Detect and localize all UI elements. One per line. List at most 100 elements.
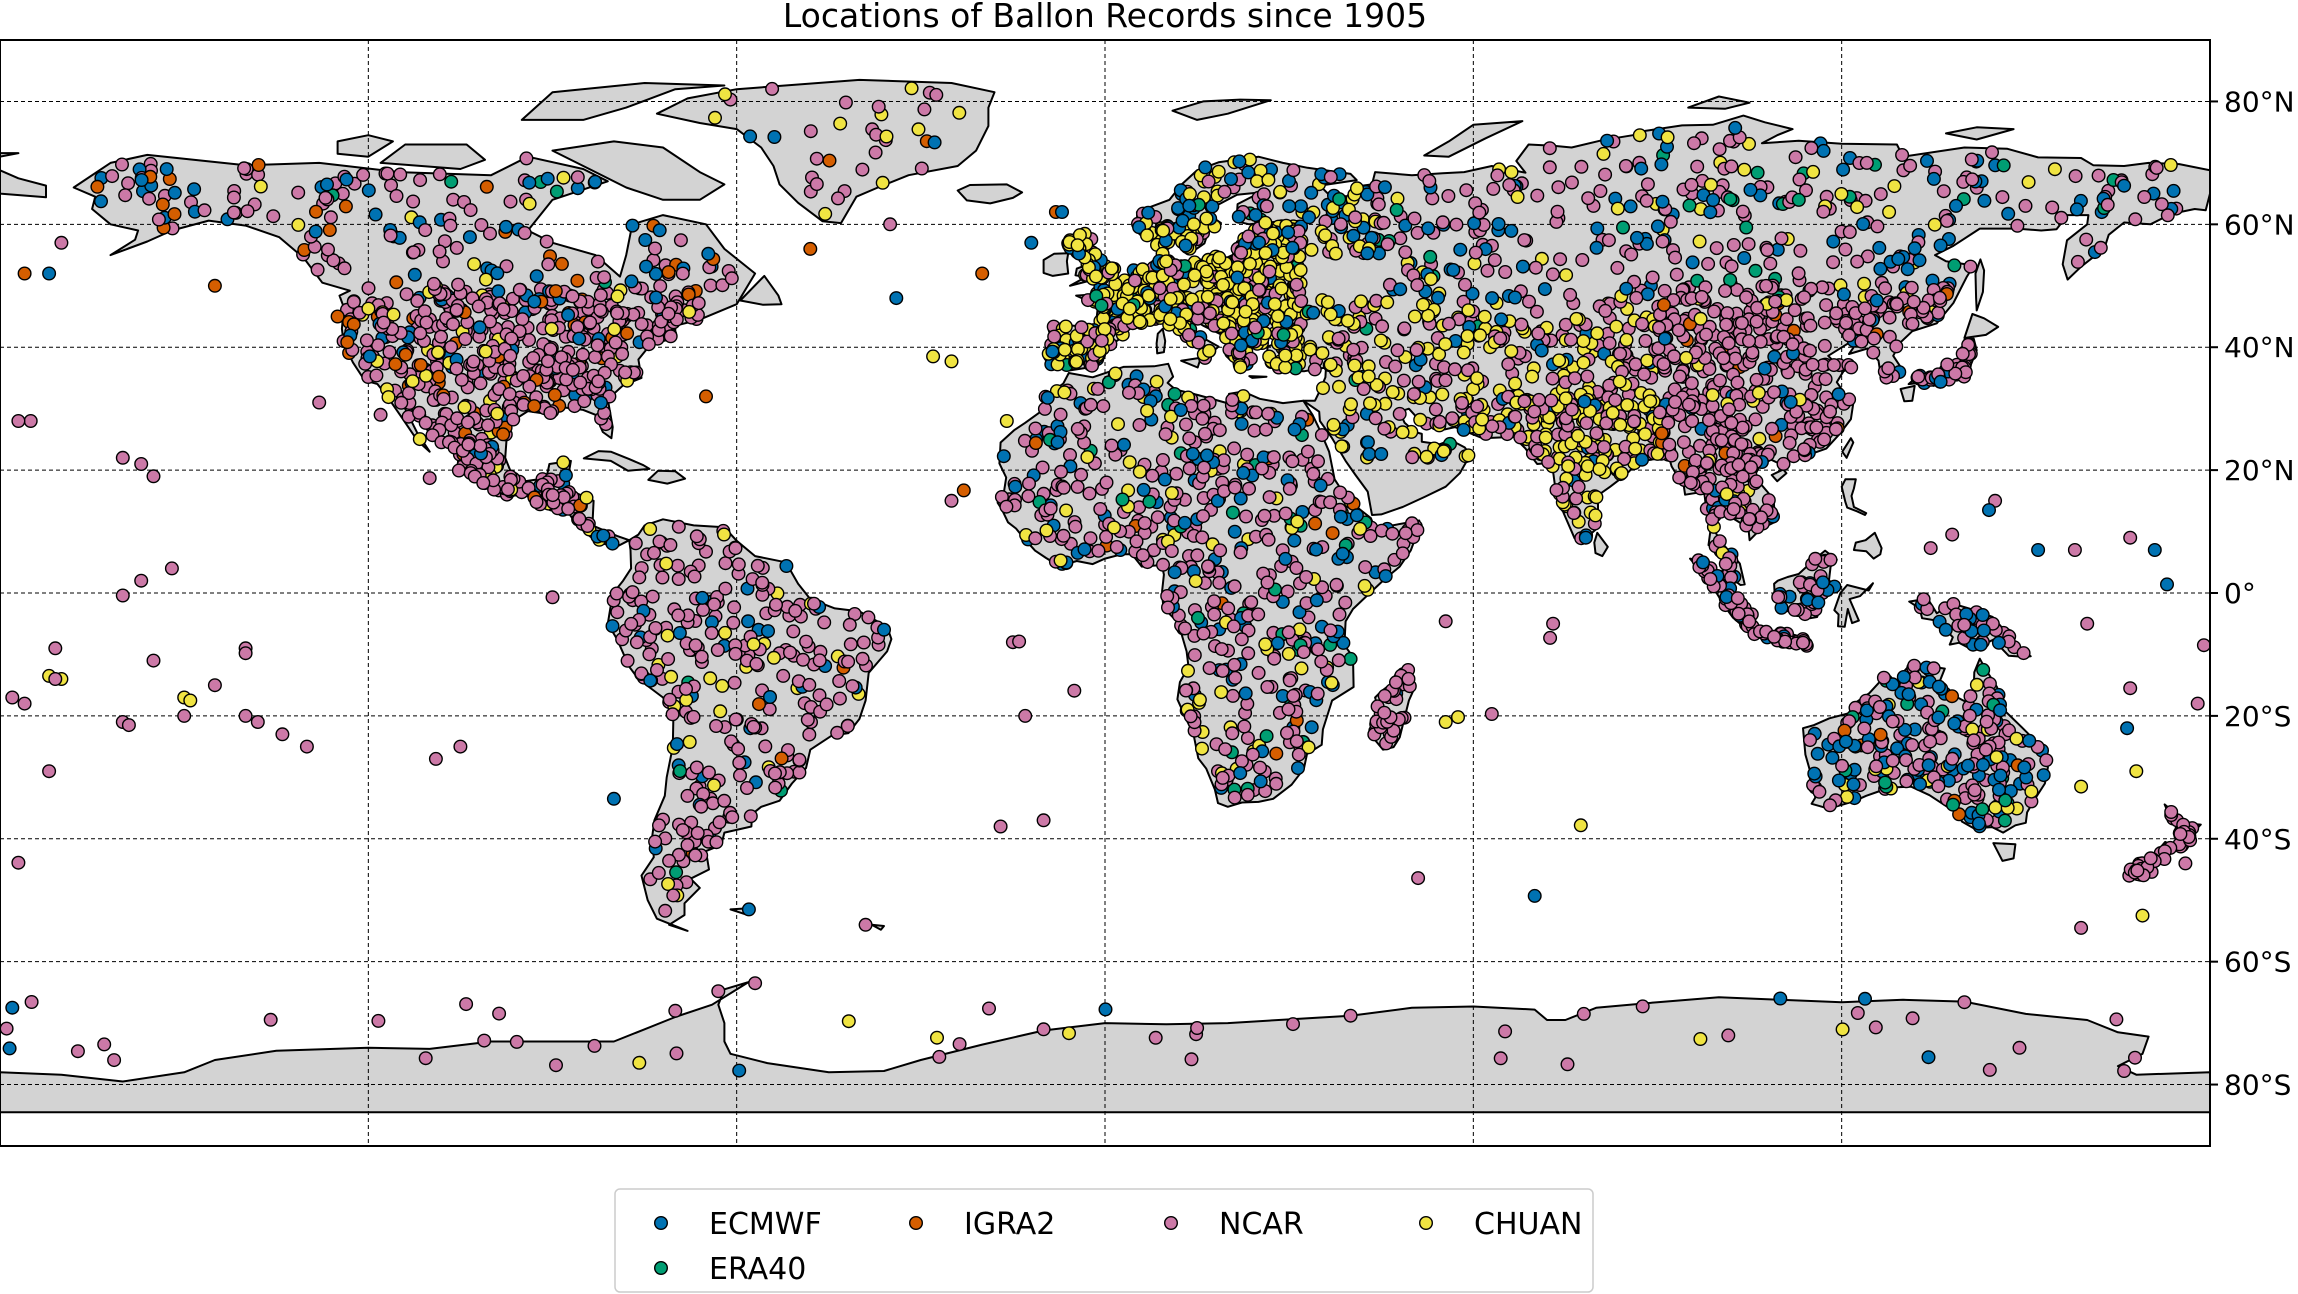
station-point-ncar [1392,406,1407,421]
station-point-chuan [1334,439,1349,454]
station-point-ncar [932,1049,947,1064]
station-point-ncar [1759,278,1774,293]
station-point-ncar [671,519,686,534]
station-point-ncar [1793,243,1808,258]
station-point-igra2 [699,389,714,404]
station-point-chuan [1301,740,1316,755]
station-point-ncar [2074,920,2089,935]
station-point-ncar [1657,283,1672,298]
station-point-ncar [1195,530,1210,545]
station-point-ecmwf [1313,478,1328,493]
station-point-ncar [1286,688,1301,703]
landmass-banks-island [336,134,394,158]
station-point-ncar [1684,376,1699,391]
station-point-ncar [503,194,518,209]
station-point-ncar [565,289,580,304]
station-point-ncar [1181,327,1196,342]
station-point-ncar [1260,575,1275,590]
station-point-chuan [1132,464,1147,479]
station-point-ncar [575,347,590,362]
station-point-chuan [457,400,472,415]
station-point-ncar [1299,570,1314,585]
station-point-ncar [1939,213,1954,228]
station-point-ecmwf [1869,293,1884,308]
station-point-igra2 [398,347,413,362]
legend-marker-ncar [1163,1215,1178,1230]
station-point-ncar [432,244,447,259]
station-point-ecmwf [462,230,477,245]
station-point-ncar [2143,851,2158,866]
station-point-ncar [1397,321,1412,336]
station-point-ecmwf [527,294,542,309]
station-point-ecmwf [996,449,1011,464]
station-point-ncar [436,392,451,407]
station-point-chuan [1806,164,1821,179]
station-point-ncar [1726,502,1741,517]
station-point-ecmwf [889,291,904,306]
landmass-cuba [582,450,651,472]
station-point-ncar [715,278,730,293]
station-point-ncar [634,666,649,681]
station-point-ncar [1067,683,1082,698]
station-point-igra2 [388,357,403,372]
station-point-ncar [1749,314,1764,329]
station-point-ecmwf [1008,479,1023,494]
station-point-ncar [1056,480,1071,495]
station-point-ncar [1868,1020,1883,1035]
station-point-ncar [359,333,374,348]
station-point-ncar [1195,509,1210,524]
station-point-ncar [1074,467,1089,482]
station-point-ecmwf [695,590,710,605]
station-point-ncar [1802,343,1817,358]
station-point-ncar [1601,233,1616,248]
station-point-era40 [1947,258,1962,273]
station-point-ncar [855,162,870,177]
station-point-chuan [1323,357,1338,372]
station-point-ncar [1091,543,1106,558]
station-point-ncar [1731,606,1746,621]
station-point-ecmwf [1846,777,1861,792]
station-point-ecmwf [1773,991,1788,1006]
station-point-ncar [1289,561,1304,576]
station-point-ncar [666,888,681,903]
lat-tick-label: 0° [2224,577,2256,610]
station-point-ncar [2109,1012,2124,1027]
station-point-chuan [911,122,926,137]
station-point-ncar [1187,648,1202,663]
station-point-ecmwf [1230,270,1245,285]
station-point-ncar [1995,190,2010,205]
station-point-ncar [679,681,694,696]
station-point-era40 [1723,192,1738,207]
station-point-ecmwf [1374,447,1389,462]
station-point-ecmwf [1743,182,1758,197]
station-point-chuan [660,628,675,643]
station-point-ncar [42,764,57,779]
station-point-ncar [1247,423,1262,438]
station-point-ncar [668,1003,683,1018]
station-point-ncar [1251,607,1266,622]
station-point-ncar [570,320,585,335]
station-point-ncar [114,157,129,172]
station-point-ncar [1445,411,1460,426]
station-point-ncar [477,1033,492,1048]
station-point-ncar [1637,367,1652,382]
station-point-ncar [671,572,686,587]
station-point-ecmwf [368,207,383,222]
station-point-chuan [1504,344,1519,359]
station-point-ecmwf [1333,509,1348,524]
station-point-ncar [1196,626,1211,641]
station-point-ncar [337,261,352,276]
station-point-era40 [673,764,688,779]
station-point-ncar [2117,1063,2132,1078]
station-point-chuan [1839,789,1854,804]
station-point-chuan [1395,425,1410,440]
station-point-ncar [1514,317,1529,332]
station-point-chuan [1415,297,1430,312]
station-point-chuan [1108,366,1123,381]
station-point-ncar [146,653,161,668]
station-point-ecmwf [2166,183,2181,198]
station-point-chuan [1460,329,1475,344]
station-point-ncar [615,347,630,362]
station-point-chuan [1477,309,1492,324]
station-point-ncar [1564,175,1579,190]
